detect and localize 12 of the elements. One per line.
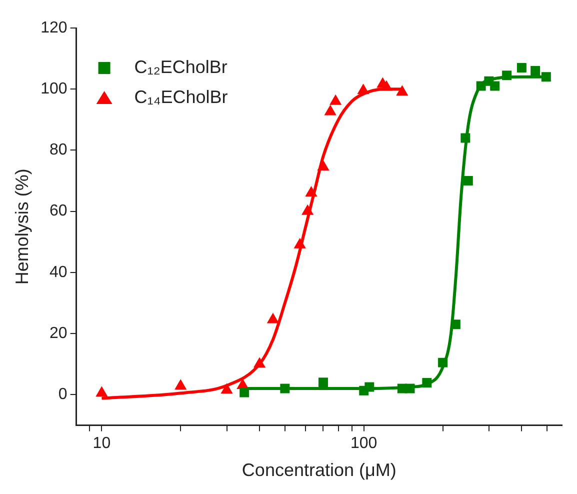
legend-label: C₁₂ECholBr (134, 56, 228, 77)
y-tick-label: 120 (40, 19, 68, 36)
y-tick-label: 20 (50, 324, 68, 342)
y-tick-label: 60 (50, 202, 68, 220)
legend-label: C₁₄ECholBr (134, 86, 228, 107)
x-tick-label: 10 (92, 435, 111, 452)
x-axis-title: Concentration (μM) (242, 460, 396, 480)
y-tick-label: 40 (50, 264, 68, 281)
y-tick-label: 100 (40, 80, 68, 98)
y-tick-label: 80 (50, 142, 68, 159)
y-tick-label: 0 (58, 386, 68, 404)
y-axis-title: Hemolysis (%) (12, 168, 32, 285)
